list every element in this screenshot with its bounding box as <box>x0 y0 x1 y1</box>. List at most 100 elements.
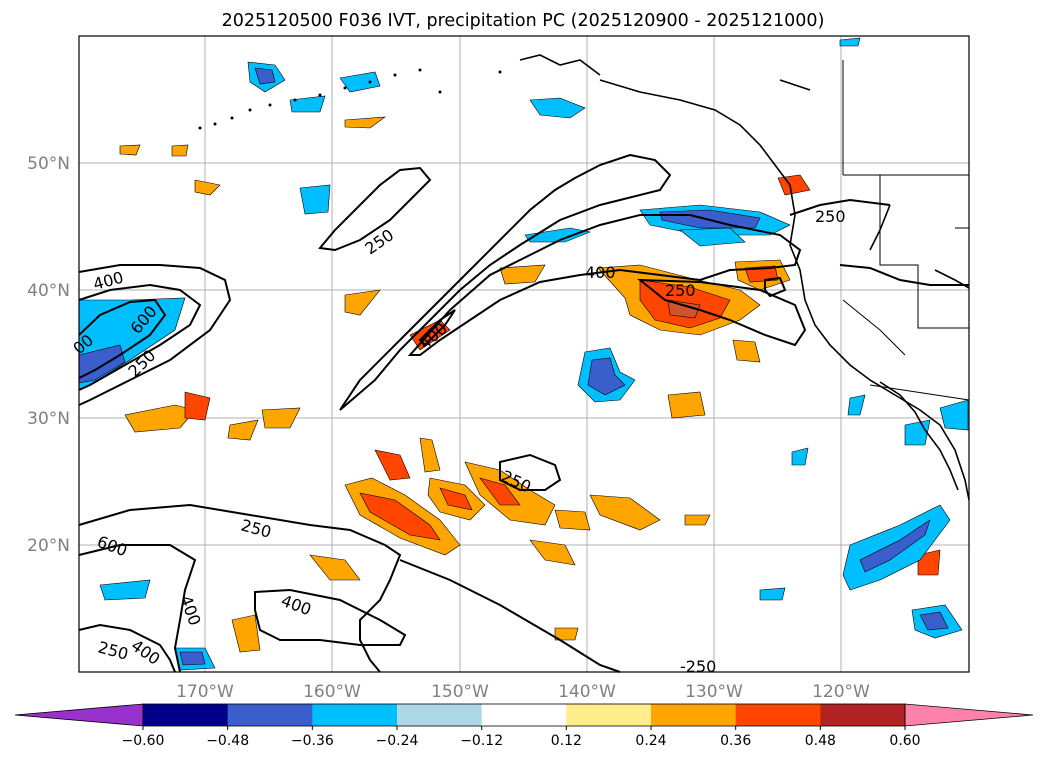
lat-label: 40°N <box>27 281 70 301</box>
precip-fields <box>78 37 969 671</box>
lon-axis: 170°W 160°W 150°W 140°W 130°W 120°W <box>176 682 870 702</box>
contour-250-east <box>637 278 807 347</box>
island <box>368 80 372 84</box>
aleutian-islands <box>198 68 502 130</box>
contour-400-jet <box>407 214 802 356</box>
borders <box>842 60 970 401</box>
precip-patch-neg <box>919 611 949 631</box>
precip-patch-pos <box>744 265 779 283</box>
colorbar-segment <box>566 704 652 726</box>
colorbar-tick-label: −0.60 <box>122 733 165 749</box>
precip-patch-pos <box>359 492 441 541</box>
lon-label: 150°W <box>431 682 489 702</box>
contour-400-west <box>78 283 202 391</box>
precip-patch-neg <box>939 399 969 431</box>
precip-patch-pos <box>309 554 361 581</box>
colorbar-segment <box>143 704 229 726</box>
precip-patch-pos <box>261 407 301 429</box>
precip-patch-pos <box>194 179 221 196</box>
precip-patch-pos <box>124 404 196 433</box>
state-borders <box>842 299 906 356</box>
precip-patch-neg <box>679 227 746 247</box>
north-american-coast <box>599 79 970 501</box>
contour-600-south <box>78 544 197 673</box>
lat-label: 30°N <box>27 409 70 429</box>
precip-patch-pos <box>589 494 661 531</box>
colorbar-ticks: −0.60 −0.48 −0.36 −0.24 −0.12 0.12 0.24 0.36 0.4… <box>122 726 921 749</box>
island <box>498 70 502 74</box>
contour-250-mid <box>499 453 562 491</box>
border-us-mexico <box>869 384 970 401</box>
colorbar-segment <box>820 704 906 726</box>
colorbar-tick-label: 0.24 <box>635 733 666 749</box>
precip-patch-pos <box>684 514 711 526</box>
precip-patch-neg <box>759 587 786 601</box>
lon-label: 160°W <box>303 682 361 702</box>
contour-250-north <box>318 166 432 252</box>
precip-patch-neg <box>99 579 151 601</box>
precip-patch-neg <box>179 651 206 666</box>
colorbar-tick-label: −0.12 <box>460 733 503 749</box>
colorbar-segment <box>312 704 398 726</box>
precip-patch-pos <box>554 509 591 531</box>
island <box>393 73 397 77</box>
island <box>293 98 297 102</box>
colorbar-tick-label: 0.12 <box>551 733 582 749</box>
colorbar-tick-label: 0.60 <box>889 733 920 749</box>
precip-patch-neg <box>859 519 931 573</box>
island <box>248 108 252 112</box>
colorbar-tick-label: −0.48 <box>206 733 249 749</box>
lat-axis: 50°N 40°N 30°N 20°N <box>27 154 70 556</box>
island <box>438 90 442 94</box>
coast-fragment <box>779 79 811 91</box>
contour-250-southeast <box>399 559 621 673</box>
island <box>213 122 217 126</box>
contour-250-jet <box>339 153 672 411</box>
colorbar-tick-label: 0.48 <box>805 733 836 749</box>
precip-patch-pos <box>171 144 189 157</box>
precip-patch-pos <box>917 549 941 576</box>
colorbar-tick-label: −0.36 <box>291 733 334 749</box>
contour-250-sw <box>78 623 176 673</box>
map-frame <box>78 35 970 673</box>
precip-patch-pos <box>732 339 761 363</box>
precip-patch-neg <box>299 184 331 215</box>
colorbar-tick-label: −0.24 <box>376 733 419 749</box>
colorbar-segment <box>227 704 313 726</box>
precip-patch-pos <box>119 144 141 156</box>
precip-patch-pos <box>344 289 381 316</box>
contour-600-west <box>78 298 167 379</box>
precip-patch-neg <box>524 227 592 243</box>
colorbar-extend-low <box>14 703 144 727</box>
contour-400-small <box>418 309 456 347</box>
precip-patch-neg <box>529 97 586 119</box>
alaska-coast <box>519 54 601 76</box>
contour-400-ne <box>839 264 969 286</box>
precip-patch-pos <box>667 391 706 419</box>
contour-250-west <box>78 264 232 406</box>
precip-patch-pos <box>231 614 261 653</box>
colorbar-extend-high <box>904 703 1034 727</box>
precip-patch-neg <box>587 357 626 396</box>
map-title: 2025120500 F036 IVT, precipitation PC (2… <box>222 11 825 31</box>
colorbar-segment <box>651 704 737 726</box>
precip-patch-neg <box>791 447 809 466</box>
precip-patch-neg <box>339 71 381 93</box>
precip-patch-pos <box>499 264 546 285</box>
contour-label: 250 <box>665 281 696 300</box>
contour-label: -250 <box>680 657 716 676</box>
contour-label: 250 <box>815 207 846 226</box>
precip-patch-pos <box>374 449 411 481</box>
precip-patch-pos <box>667 299 701 319</box>
precip-patch-pos <box>344 116 387 129</box>
lat-label: 20°N <box>27 536 70 556</box>
ivt-contours <box>78 153 969 673</box>
island <box>343 86 347 90</box>
lat-label: 50°N <box>27 154 70 174</box>
precip-patch-pos <box>184 391 211 421</box>
colorbar <box>14 703 1034 727</box>
contour-label: 400 <box>585 263 616 282</box>
precip-patch-neg <box>254 67 276 85</box>
map-panel <box>79 36 969 672</box>
